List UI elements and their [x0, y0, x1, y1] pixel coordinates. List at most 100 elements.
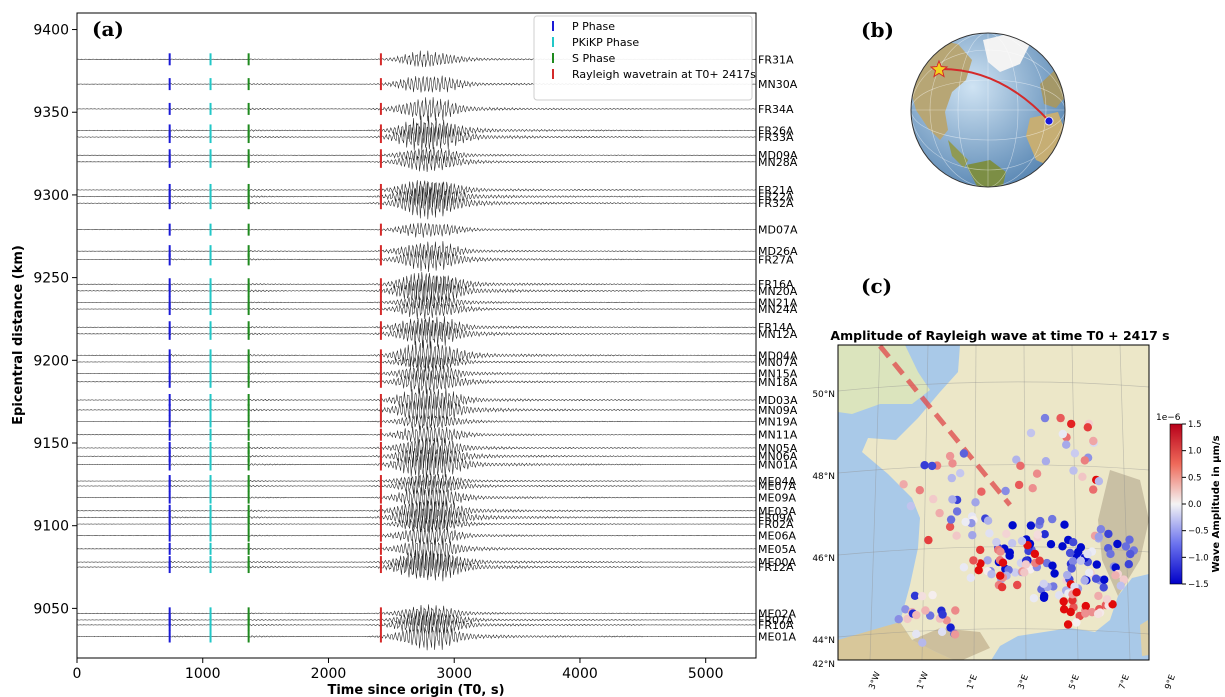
trace-MN21A: [77, 293, 756, 312]
station-label: FR12A: [758, 561, 794, 574]
colorbar-label: Wave Amplitude in μm/s: [1211, 435, 1222, 572]
station-dot: [1070, 449, 1080, 458]
station-dot: [1059, 605, 1069, 614]
x-axis-label: Time since origin (T0, s): [327, 683, 504, 697]
station-dot: [1106, 549, 1115, 559]
colorbar-tick-label: 0.0: [1188, 500, 1202, 510]
station-dot: [1041, 457, 1051, 466]
lat-label-48n: 48°N: [812, 472, 835, 482]
x-tick-label: 5000: [688, 666, 724, 682]
station-dot: [1036, 516, 1045, 526]
station-dot: [976, 545, 985, 555]
trace-MN07A: [77, 354, 756, 370]
x-tick-label: 0: [73, 666, 82, 682]
station-dot: [1012, 455, 1021, 464]
station-dot: [1076, 543, 1086, 552]
station-dot: [1039, 579, 1048, 588]
station-dot: [1008, 521, 1017, 530]
station-dot: [1029, 594, 1039, 603]
station-dot: [968, 531, 977, 540]
station-dot: [1111, 571, 1120, 580]
station-dot: [1039, 593, 1049, 602]
lon-label-7e: 7°E: [1117, 673, 1132, 691]
globe-south-america: [966, 160, 1006, 187]
station-dot: [937, 627, 947, 636]
station-label: MN12A: [758, 328, 798, 341]
lat-label-46n: 46°N: [812, 554, 835, 564]
trace-MN24A: [77, 299, 756, 320]
trace-FR21A: [77, 180, 756, 202]
map-great-britain: [838, 345, 930, 414]
x-tick-label: 2000: [311, 666, 347, 682]
station-dot: [1067, 419, 1076, 429]
y-axis-label: Epicentral distance (km): [11, 245, 26, 425]
station-label: ME05A: [758, 543, 796, 556]
station-dot: [899, 480, 908, 489]
station-dot: [1011, 568, 1020, 577]
wave-direction-arrow: [878, 345, 1012, 507]
trace-FR22A: [77, 182, 756, 210]
station-label: FR02A: [758, 518, 794, 531]
station-dot: [928, 590, 937, 600]
station-dot: [1100, 575, 1109, 584]
globe-outline: [910, 32, 1066, 188]
station-dot: [1076, 556, 1086, 565]
station-label: FR07A: [758, 614, 794, 627]
trace-ME00A: [77, 549, 756, 577]
station-dot: [1040, 530, 1049, 539]
trace-FR10A: [77, 614, 756, 636]
phase-picks: [168, 53, 382, 643]
station-label: MN21A: [758, 296, 798, 309]
station-dot: [1069, 538, 1078, 547]
station-label: MD03A: [758, 394, 798, 407]
station-dot: [950, 630, 960, 639]
station-dot: [1026, 521, 1036, 530]
trace-FR34A: [77, 97, 756, 122]
station-dot: [917, 592, 927, 601]
station-dot: [945, 451, 955, 461]
y-tick-label: 9050: [33, 601, 69, 617]
station-dot: [1065, 548, 1075, 558]
great-circle-path: [938, 67, 1050, 122]
trace-FR14A: [77, 316, 756, 338]
station-dot: [920, 461, 929, 470]
station-dot: [1081, 609, 1090, 618]
station-dot: [1067, 564, 1076, 573]
station-dot: [894, 615, 903, 624]
station-label: MN01A: [758, 459, 798, 472]
station-label: MN24A: [758, 303, 798, 316]
trace-MD09A: [77, 147, 756, 164]
station-dot: [946, 515, 956, 524]
station-label: FR21A: [758, 184, 794, 197]
panel-b-label: (b): [861, 18, 894, 42]
station-dot: [1008, 539, 1017, 548]
station-dot: [987, 570, 996, 579]
station-dot: [1021, 560, 1031, 569]
station-label: MD26A: [758, 245, 798, 258]
station-dot: [1068, 557, 1078, 566]
station-dot: [1059, 597, 1068, 606]
y-tick-label: 9150: [33, 436, 69, 452]
legend-swatch-rayleigh: [552, 69, 554, 79]
station-dot: [942, 616, 951, 625]
trace-ME07A: [77, 474, 756, 496]
station-label: MD09A: [758, 149, 798, 162]
x-axis-ticks: 0 1000 2000 3000 4000 5000: [73, 658, 724, 682]
lon-label-1w: 1°W: [915, 670, 931, 691]
station-label: ME03A: [758, 505, 796, 518]
trace-FR12A: [77, 553, 756, 582]
station-dot: [983, 516, 993, 525]
legend-label-pkikp: PKiKP Phase: [572, 36, 639, 49]
station-dot: [1108, 600, 1117, 609]
y-tick-label: 9400: [33, 23, 69, 39]
trace-MN20A: [77, 275, 756, 304]
station-label: MN18A: [758, 376, 798, 389]
station-dot: [959, 449, 969, 458]
station-dot: [1092, 560, 1102, 569]
trace-ME01A: [77, 621, 756, 651]
station-dot: [1060, 520, 1069, 529]
y-tick-label: 9300: [33, 188, 69, 204]
station-dot: [1102, 595, 1112, 604]
station-dot: [1089, 485, 1098, 494]
